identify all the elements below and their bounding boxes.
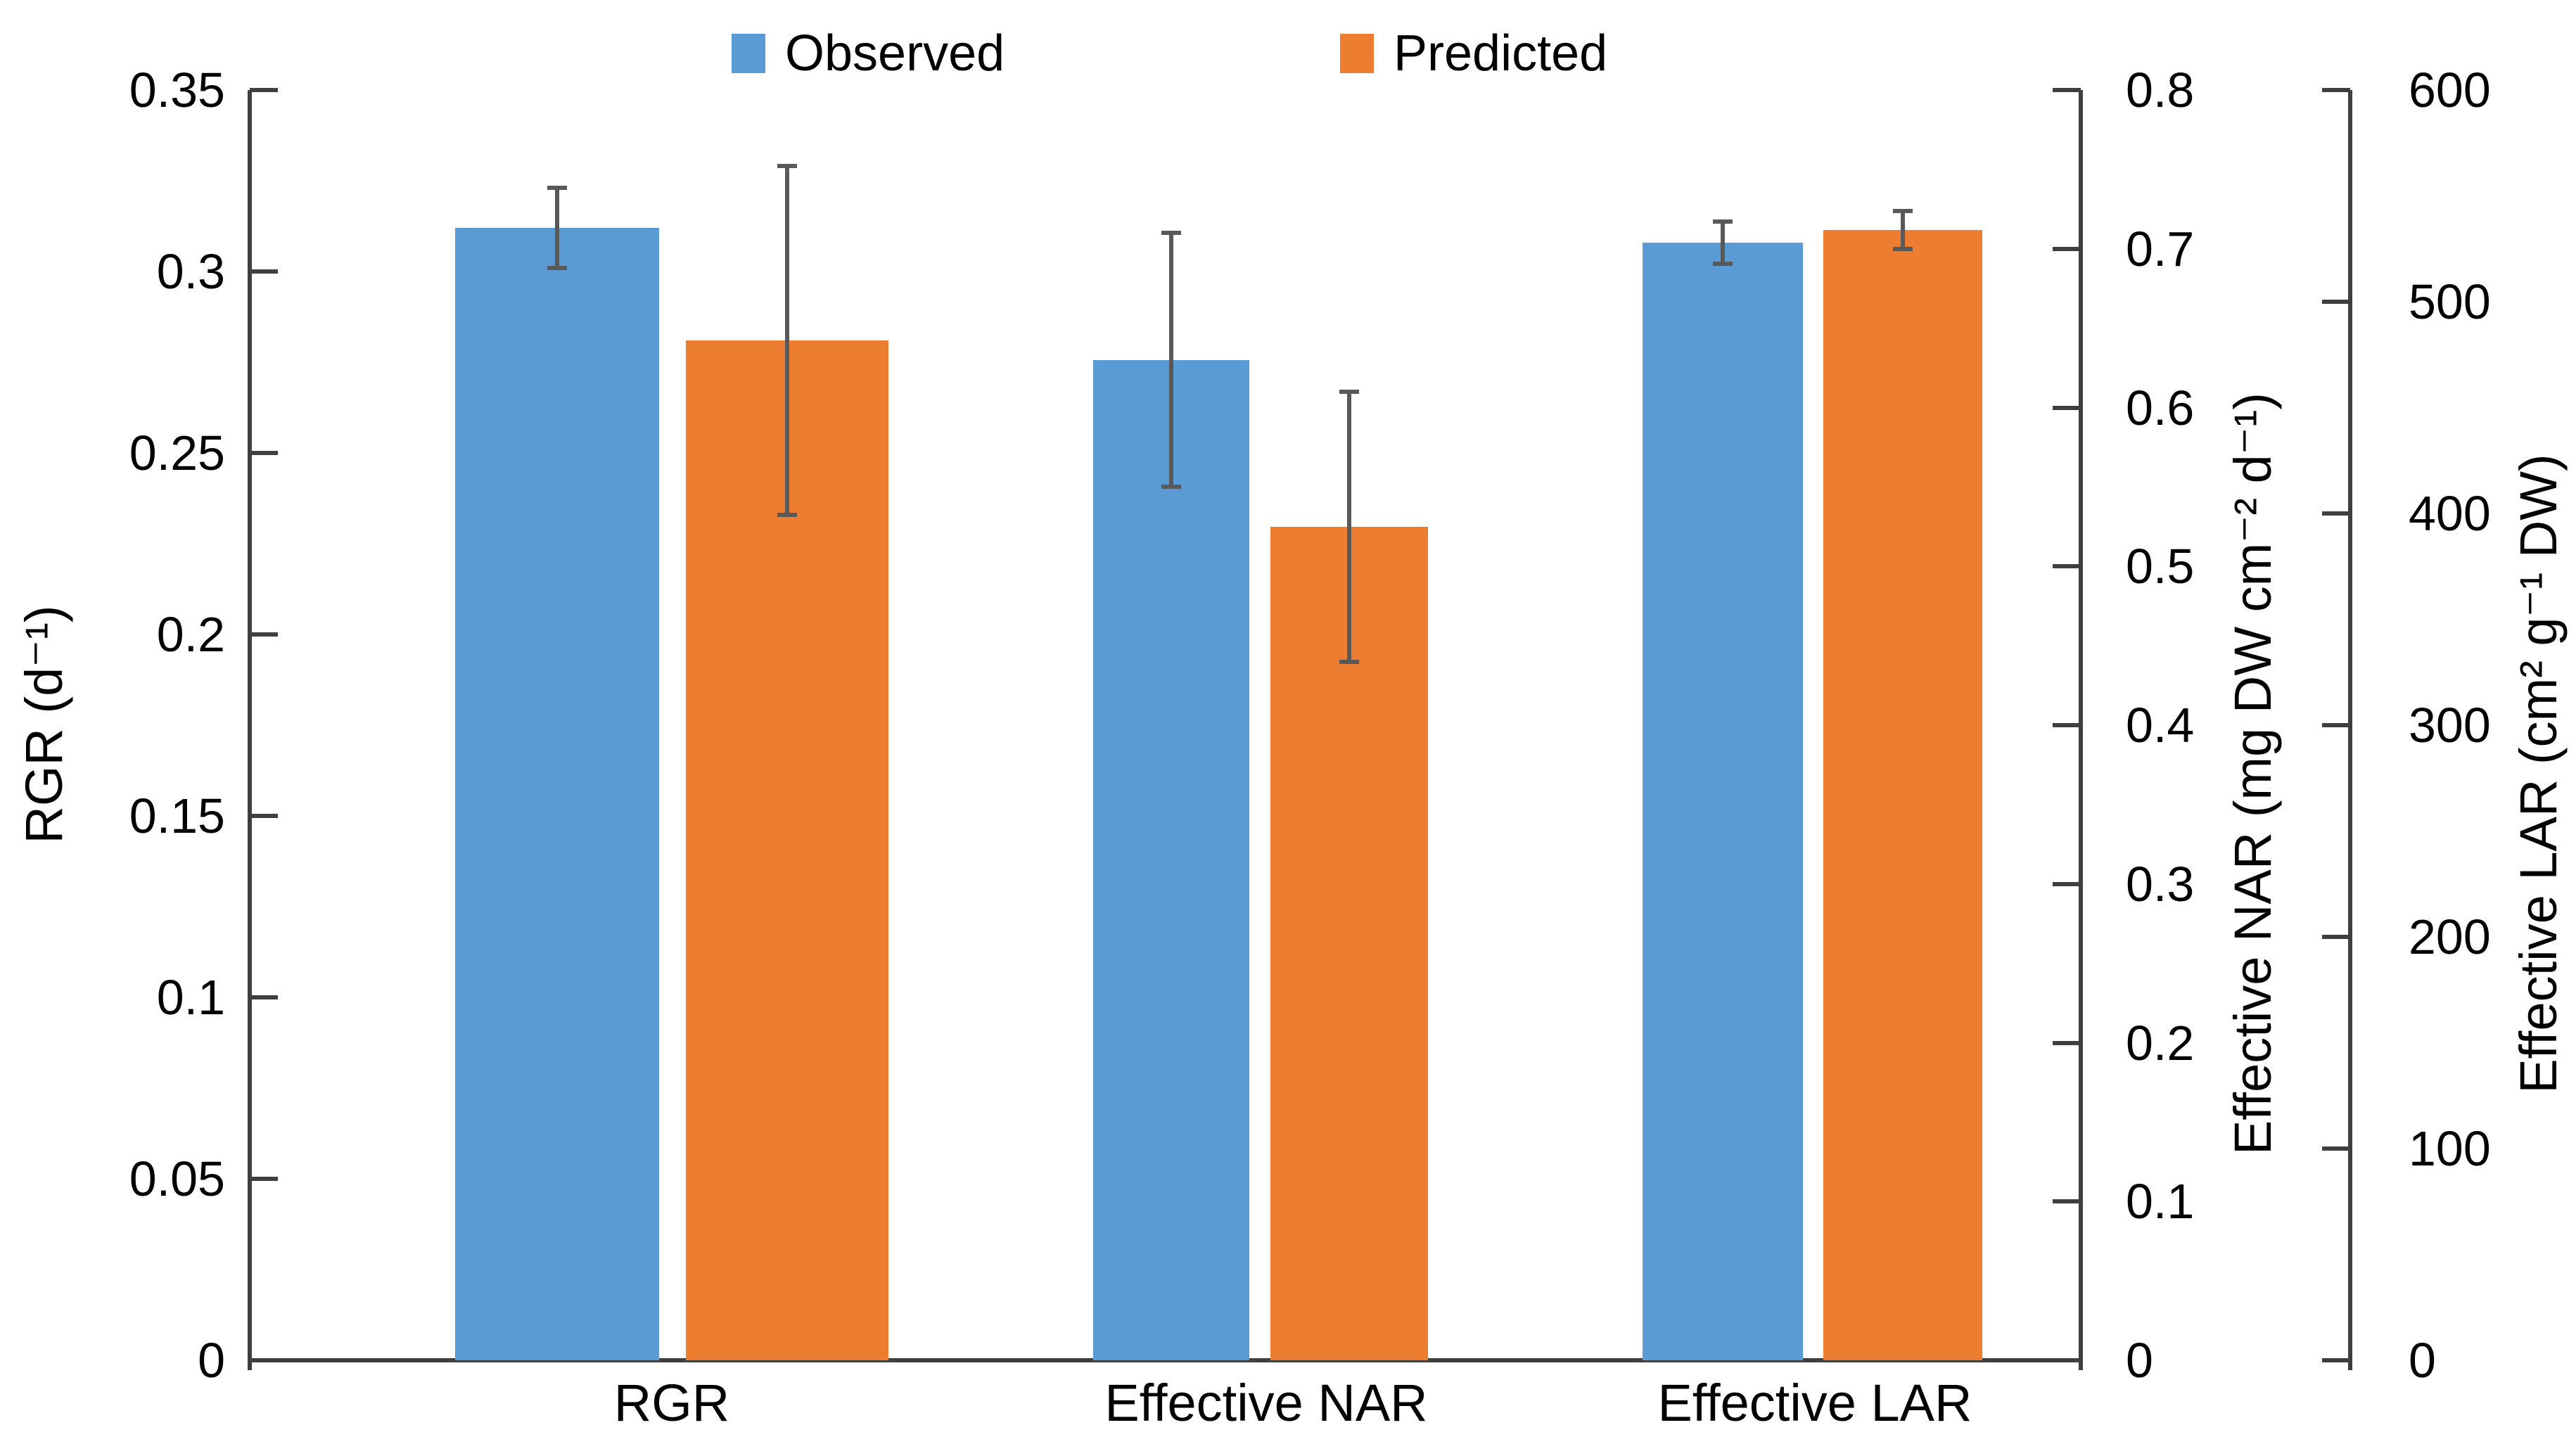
nar-axis-tick-label: 0.5 xyxy=(2126,539,2195,594)
nar-axis-tick xyxy=(2053,88,2081,92)
observed-bar-effective-nar-error-cap-bottom xyxy=(1161,485,1181,490)
nar-axis-tick xyxy=(2053,405,2081,410)
observed-swatch-icon xyxy=(732,34,765,73)
nar-axis-tick-label: 0 xyxy=(2126,1333,2153,1388)
legend-label-predicted: Predicted xyxy=(1394,25,1608,82)
lar-axis-tick xyxy=(2322,88,2350,92)
predicted-bar-effective-nar-error-bar xyxy=(1347,391,1351,662)
nar-axis-line xyxy=(2079,90,2083,1370)
lar-axis-tick-label: 500 xyxy=(2409,274,2491,329)
lar-axis-tick-label: 600 xyxy=(2409,63,2491,117)
nar-axis-tick-label: 0.1 xyxy=(2126,1174,2195,1229)
observed-bar-effective-lar-error-cap-bottom xyxy=(1713,261,1733,266)
observed-bar-rgr-error-bar xyxy=(555,188,559,268)
left-axis-tick xyxy=(250,995,278,999)
nar-axis-tick xyxy=(2053,564,2081,569)
category-label-effective-lar: Effective LAR xyxy=(1657,1374,1972,1432)
observed-bar-rgr-error-cap-bottom xyxy=(547,265,567,270)
left-axis-tick-label: 0.2 xyxy=(156,607,225,662)
lar-axis-tick xyxy=(2322,1358,2350,1362)
lar-axis-tick-label: 0 xyxy=(2409,1333,2436,1388)
category-label-effective-nar: Effective NAR xyxy=(1104,1374,1428,1432)
nar-axis-tick xyxy=(2053,246,2081,251)
nar-axis-tick xyxy=(2053,1040,2081,1045)
predicted-bar-effective-lar-error-cap-bottom xyxy=(1893,246,1913,251)
legend: Observed Predicted xyxy=(0,0,2576,98)
legend-item-observed: Observed xyxy=(732,28,1005,79)
lar-axis-tick xyxy=(2322,723,2350,727)
left-axis-tick-label: 0.3 xyxy=(156,244,225,299)
lar-axis-tick-label: 400 xyxy=(2409,486,2491,541)
nar-axis-tick-label: 0.6 xyxy=(2126,380,2195,435)
observed-bar-effective-lar-error-cap-top xyxy=(1713,219,1733,224)
left-axis-tick xyxy=(250,1177,278,1181)
left-axis-tick-label: 0.05 xyxy=(129,1151,225,1206)
lar-axis-tick xyxy=(2322,511,2350,516)
nar-axis-tick xyxy=(2053,1199,2081,1204)
observed-bar-effective-lar xyxy=(1643,242,1803,1360)
left-axis-tick xyxy=(250,88,278,92)
left-axis-line xyxy=(248,90,252,1370)
left-axis-tick-label: 0 xyxy=(198,1333,225,1388)
nar-axis-tick-label: 0.3 xyxy=(2126,856,2195,912)
nar-axis-title: Effective NAR (mg DW cm⁻² d⁻¹) xyxy=(2224,392,2282,1156)
left-axis-tick xyxy=(250,451,278,455)
nar-axis-tick-label: 0.7 xyxy=(2126,221,2195,276)
observed-bar-rgr xyxy=(455,228,659,1360)
predicted-swatch-icon xyxy=(1340,34,1374,73)
nar-axis-tick-label: 0.8 xyxy=(2126,63,2195,117)
left-axis-tick xyxy=(250,632,278,637)
category-label-rgr: RGR xyxy=(613,1374,730,1432)
left-axis-tick-label: 0.35 xyxy=(129,63,225,117)
left-axis-tick-label: 0.1 xyxy=(156,970,225,1025)
predicted-bar-effective-nar-error-cap-bottom xyxy=(1339,659,1359,664)
predicted-bar-effective-lar-error-bar xyxy=(1901,210,1905,249)
observed-bar-effective-lar-error-bar xyxy=(1721,221,1725,264)
lar-axis-tick xyxy=(2322,935,2350,939)
predicted-bar-rgr-error-bar xyxy=(785,166,789,515)
predicted-bar-rgr-error-cap-bottom xyxy=(777,512,797,517)
predicted-bar-effective-nar xyxy=(1270,526,1428,1360)
observed-bar-rgr-error-cap-top xyxy=(547,186,567,191)
left-axis-tick xyxy=(250,269,278,274)
nar-axis-tick xyxy=(2053,1358,2081,1362)
observed-bar-effective-nar xyxy=(1093,359,1249,1360)
lar-axis-tick-label: 100 xyxy=(2409,1121,2491,1176)
observed-bar-effective-nar-error-cap-top xyxy=(1161,231,1181,236)
nar-axis-tick-label: 0.4 xyxy=(2126,698,2195,753)
lar-axis-tick-label: 300 xyxy=(2409,698,2491,753)
nar-axis-tick xyxy=(2053,723,2081,727)
left-axis-tick xyxy=(250,1358,278,1362)
lar-axis-title: Effective LAR (cm² g⁻¹ DW) xyxy=(2509,454,2568,1094)
legend-item-predicted: Predicted xyxy=(1340,28,1607,79)
lar-axis-tick xyxy=(2322,1146,2350,1151)
lar-axis-tick-label: 200 xyxy=(2409,909,2491,964)
observed-bar-effective-nar-error-bar xyxy=(1169,233,1173,487)
left-axis-tick-label: 0.15 xyxy=(129,788,225,843)
lar-axis-tick xyxy=(2322,300,2350,304)
predicted-bar-rgr-error-cap-top xyxy=(777,164,797,169)
predicted-bar-effective-lar xyxy=(1823,229,1982,1360)
legend-label-observed: Observed xyxy=(785,25,1005,82)
predicted-bar-effective-lar-error-cap-top xyxy=(1893,208,1913,213)
left-axis-tick-label: 0.25 xyxy=(129,426,225,480)
nar-axis-tick xyxy=(2053,881,2081,886)
predicted-bar-effective-nar-error-cap-top xyxy=(1339,389,1359,394)
left-axis-tick xyxy=(250,814,278,818)
nar-axis-tick-label: 0.2 xyxy=(2126,1015,2195,1071)
x-axis-line xyxy=(248,1358,2083,1362)
lar-axis-line xyxy=(2348,90,2352,1370)
